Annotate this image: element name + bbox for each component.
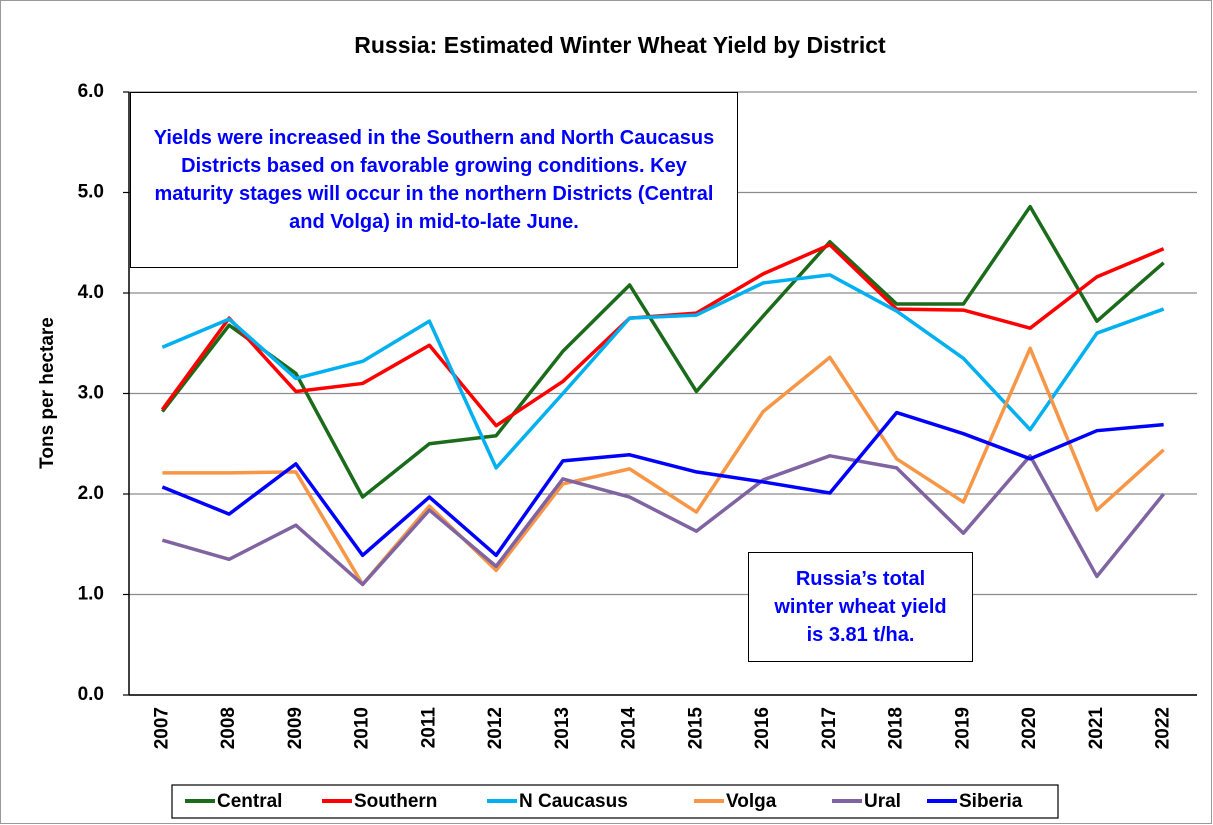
legend-label: Central [217,791,282,812]
legend-label: N Caucasus [519,791,628,812]
series-line [161,410,1164,558]
x-tick-label: 2016 [752,707,773,749]
legend-label: Ural [864,791,901,812]
legend-box [171,784,1059,819]
x-tick-label: 2011 [418,707,439,749]
x-tick-label: 2014 [619,707,640,750]
x-tick-label: 2017 [819,707,840,749]
x-tick-label: 2013 [552,707,573,749]
annotation: Yields were increased in the Southern an… [130,92,738,268]
x-tick-label: 2012 [485,707,506,749]
x-tick-label: 2015 [685,707,706,750]
series-line [162,346,1165,587]
x-tick-label: 2010 [352,707,373,749]
y-tick-label: 0.0 [78,684,104,705]
series-line [161,273,1165,470]
x-tick-label: 2019 [952,707,973,749]
x-tick-label: 2008 [218,707,239,749]
series-line [161,454,1165,587]
y-tick-label: 4.0 [78,282,104,303]
legend-label: Southern [354,791,437,812]
chart-title: Russia: Estimated Winter Wheat Yield by … [354,32,886,58]
legend-label: Volga [726,791,777,812]
y-axis-label: Tons per hectare [37,317,58,469]
x-tick-label: 2020 [1019,707,1040,749]
y-tick-label: 2.0 [78,483,104,504]
series-line [160,204,1165,499]
y-tick-label: 3.0 [78,383,104,404]
x-tick-label: 2018 [886,707,907,749]
legend-label: Siberia [959,791,1023,812]
x-tick-label: 2021 [1086,707,1107,750]
x-tick-label: 2009 [285,707,306,749]
x-tick-label: 2007 [151,707,172,749]
annotation: Russia’s total winter wheat yield is 3.8… [748,552,973,662]
y-tick-label: 6.0 [78,81,104,102]
y-tick-label: 5.0 [78,182,104,203]
y-tick-label: 1.0 [78,584,104,605]
x-tick-label: 2022 [1153,707,1174,749]
